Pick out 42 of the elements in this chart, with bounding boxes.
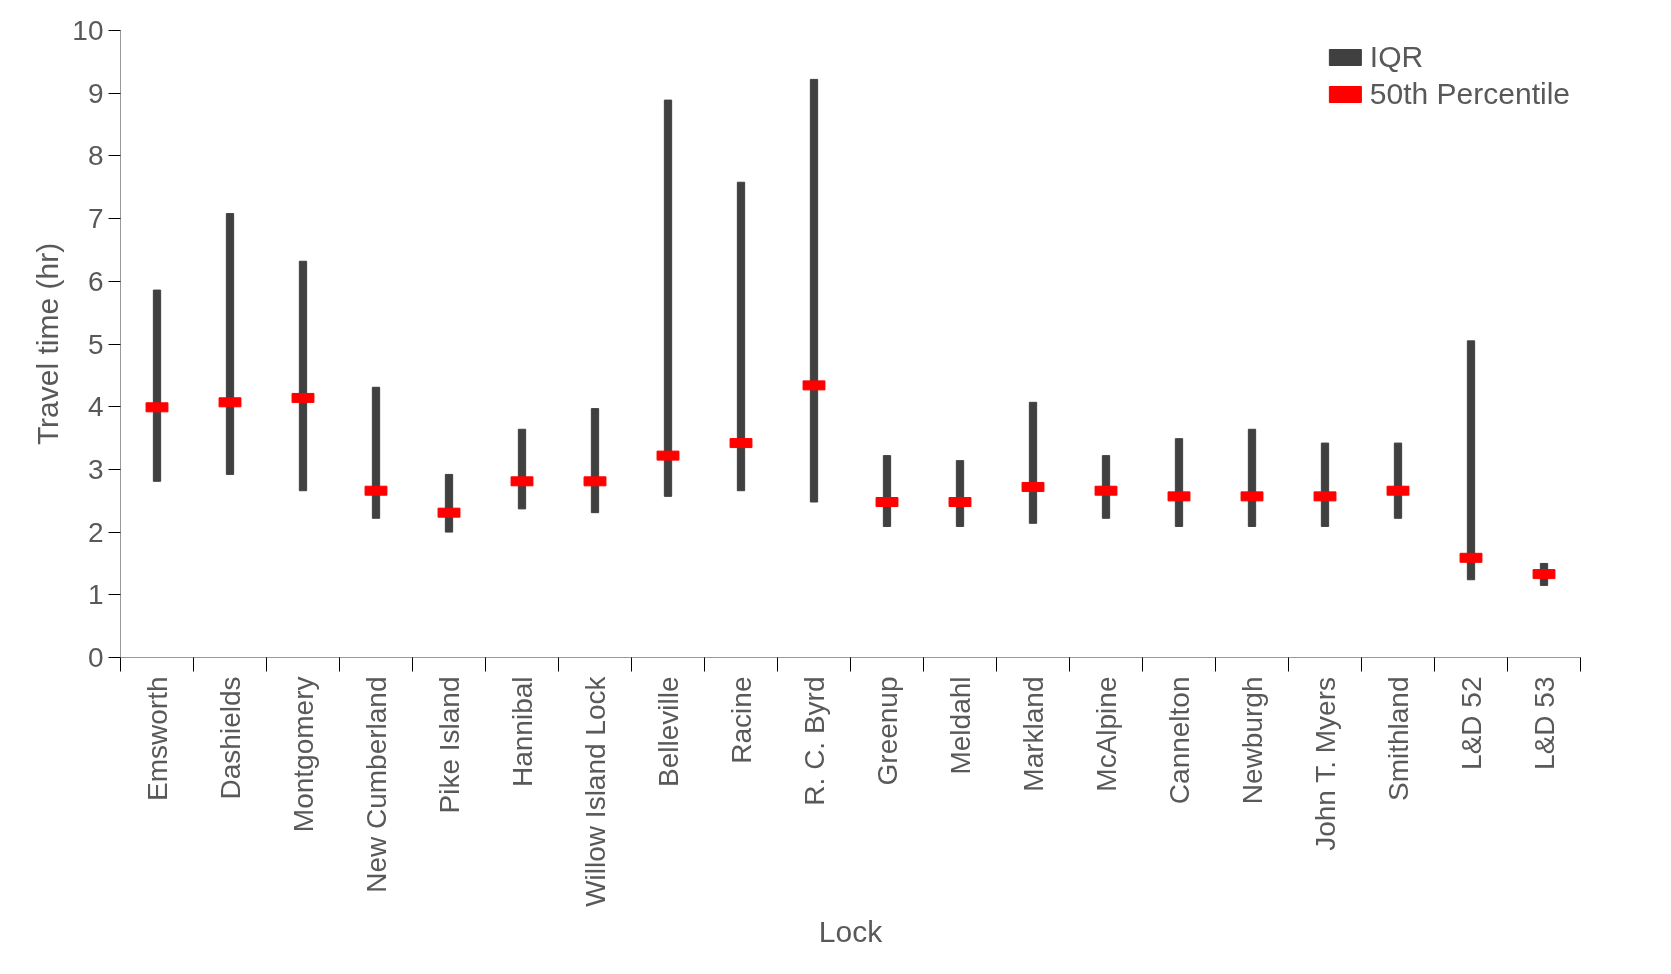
y-tick-label: 9 (87, 77, 104, 109)
y-tick-label: 1 (87, 579, 104, 611)
y-tick-label: 3 (87, 453, 104, 485)
y-tick-label: 7 (87, 203, 104, 235)
x-tick-label: Montgomery (287, 676, 319, 833)
x-tick-label: Belleville (652, 676, 684, 787)
y-tick-label: 8 (87, 140, 104, 172)
x-tick-label: Markland (1017, 676, 1049, 792)
y-tick-label: 4 (87, 391, 104, 423)
y-tick-label: 6 (87, 265, 104, 297)
y-tick-label: 0 (87, 642, 104, 673)
bar (1466, 340, 1476, 581)
x-tick-label: R. C. Byrd (798, 676, 830, 806)
x-tick-label: New Cumberland (360, 676, 392, 893)
x-tick-label: Emsworth (141, 676, 173, 801)
x-tick-label: Dashields (214, 676, 246, 800)
bar (736, 181, 746, 492)
legend-label: 50th Percentile (1369, 77, 1570, 111)
y-tick-label: 5 (87, 328, 104, 360)
legend-label: IQR (1369, 40, 1424, 74)
x-tick-label: Hannibal (506, 676, 538, 788)
x-tick-label: L&D 52 (1455, 676, 1487, 770)
x-tick-label: Willow Island Lock (579, 675, 611, 907)
bar (298, 260, 308, 492)
x-tick-label: John T. Myers (1309, 676, 1341, 851)
x-tick-label: Smithland (1382, 676, 1414, 802)
x-tick-label: McAlpine (1090, 676, 1122, 792)
y-tick-label: 2 (87, 516, 104, 548)
x-axis-title: Lock (818, 914, 884, 948)
x-tick-label: Meldahl (944, 676, 976, 775)
bar (809, 78, 819, 503)
bar (225, 213, 235, 475)
x-tick-label: Greenup (871, 676, 903, 786)
bar (152, 289, 162, 482)
y-tick-label: 10 (72, 15, 104, 46)
x-tick-label: Pike Island (433, 676, 465, 814)
y-axis-title: Travel time (hr) (31, 242, 65, 446)
bar (663, 99, 673, 497)
x-tick-label: Racine (725, 676, 757, 764)
x-tick-label: Cannelton (1163, 676, 1195, 805)
x-tick-label: Newburgh (1236, 676, 1268, 805)
x-tick-label: L&D 53 (1528, 676, 1560, 770)
